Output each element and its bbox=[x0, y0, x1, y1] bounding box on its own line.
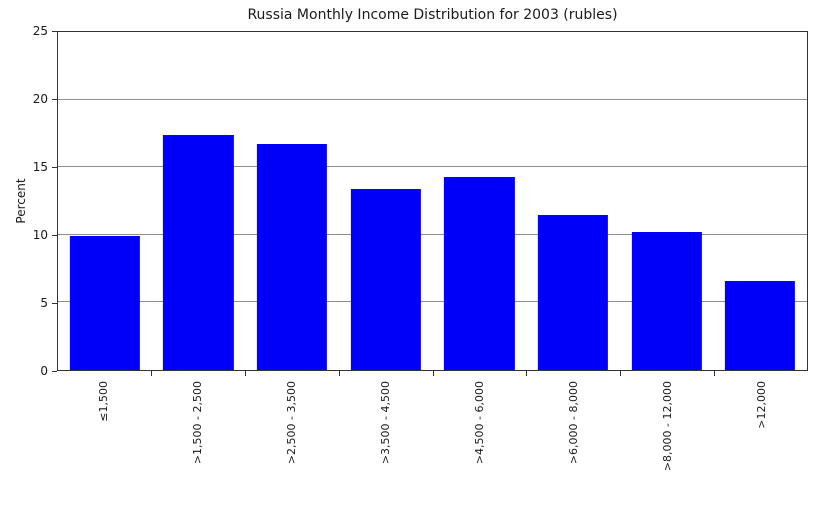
x-label-cell: >6,000 - 8,000 bbox=[526, 381, 620, 464]
y-tick-mark bbox=[52, 166, 57, 168]
y-tick-label: 15 bbox=[32, 160, 48, 174]
bar-slot bbox=[245, 32, 339, 370]
x-tick-label-6: >6,000 - 8,000 bbox=[566, 381, 580, 465]
y-gridline bbox=[58, 166, 807, 168]
x-tick-label-3: >2,500 - 3,500 bbox=[285, 381, 299, 465]
bar-5 bbox=[444, 176, 515, 370]
x-label-cell: >3,500 - 4,500 bbox=[339, 381, 433, 464]
y-tick-label: 20 bbox=[32, 92, 48, 106]
y-gridline bbox=[58, 233, 807, 235]
x-tick-label-5: >4,500 - 6,000 bbox=[472, 381, 486, 465]
y-gridline bbox=[58, 98, 807, 100]
x-label-cell: ≤1,500 bbox=[57, 381, 151, 422]
y-axis-label: Percent bbox=[14, 178, 28, 224]
x-tick-mark bbox=[244, 371, 246, 376]
y-tick-mark bbox=[52, 30, 57, 32]
bar-2 bbox=[163, 134, 234, 370]
bar-slot bbox=[58, 32, 152, 370]
bar-7 bbox=[631, 232, 702, 370]
x-tick-label-7: >8,000 - 12,000 bbox=[660, 381, 674, 472]
y-tick-label: 10 bbox=[32, 228, 48, 242]
x-label-cell: >8,000 - 12,000 bbox=[620, 381, 714, 471]
y-tick-mark bbox=[52, 302, 57, 304]
bar-6 bbox=[537, 214, 609, 370]
x-tick-mark bbox=[338, 371, 340, 376]
x-label-cell: >1,500 - 2,500 bbox=[151, 381, 245, 464]
x-tick-mark bbox=[620, 371, 622, 376]
bar-1 bbox=[69, 236, 140, 370]
x-label-cell: >4,500 - 6,000 bbox=[433, 381, 527, 464]
y-tick-mark bbox=[52, 370, 57, 372]
x-label-cell: >2,500 - 3,500 bbox=[245, 381, 339, 464]
chart-title: Russia Monthly Income Distribution for 2… bbox=[247, 7, 618, 23]
bar-slot bbox=[620, 32, 714, 370]
x-tick-label-4: >3,500 - 4,500 bbox=[379, 381, 393, 465]
bar-8 bbox=[725, 280, 796, 370]
y-tick-label: 25 bbox=[32, 24, 48, 38]
x-tick-label-8: >12,000 bbox=[754, 381, 768, 429]
x-tick-mark bbox=[432, 371, 434, 376]
y-tick-label: 0 bbox=[40, 364, 48, 378]
x-axis-labels: ≤1,500 >1,500 - 2,500 >2,500 - 3,500 >3,500… bbox=[57, 381, 808, 471]
y-tick-label: 5 bbox=[40, 296, 48, 310]
x-tick-mark bbox=[526, 371, 528, 376]
bar-4 bbox=[350, 188, 421, 370]
bar-slot bbox=[433, 32, 527, 370]
x-tick-mark bbox=[150, 371, 152, 376]
plot-area bbox=[57, 31, 808, 371]
x-label-cell: >12,000 bbox=[714, 381, 808, 429]
x-tick-label-2: >1,500 - 2,500 bbox=[191, 381, 205, 465]
y-tick-mark bbox=[52, 98, 57, 100]
bar-slot bbox=[526, 32, 620, 370]
bar-slot bbox=[713, 32, 807, 370]
bars-layer bbox=[58, 32, 807, 370]
bar-slot bbox=[339, 32, 433, 370]
y-tick-mark bbox=[52, 234, 57, 236]
x-tick-mark bbox=[714, 371, 716, 376]
bar-3 bbox=[256, 144, 328, 370]
bar-slot bbox=[152, 32, 246, 370]
x-tick-label-1: ≤1,500 bbox=[97, 381, 111, 422]
y-gridline bbox=[58, 301, 807, 303]
